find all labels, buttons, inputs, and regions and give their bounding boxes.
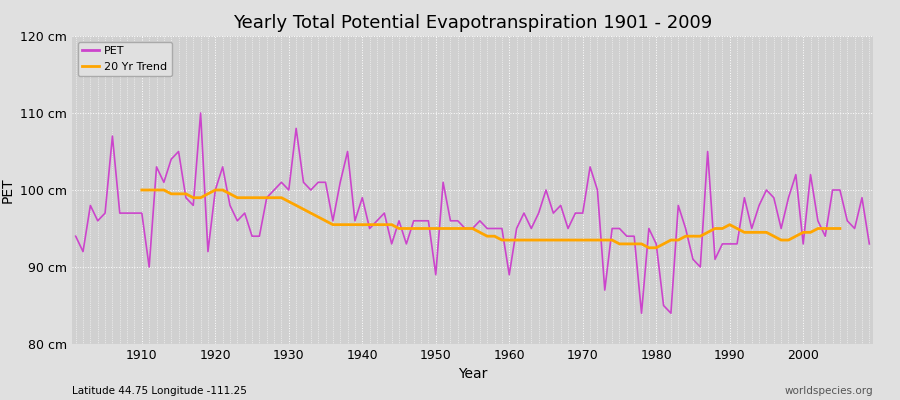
- Text: Latitude 44.75 Longitude -111.25: Latitude 44.75 Longitude -111.25: [72, 386, 247, 396]
- Text: worldspecies.org: worldspecies.org: [785, 386, 873, 396]
- Title: Yearly Total Potential Evapotranspiration 1901 - 2009: Yearly Total Potential Evapotranspiratio…: [233, 14, 712, 32]
- Y-axis label: PET: PET: [1, 177, 14, 203]
- Legend: PET, 20 Yr Trend: PET, 20 Yr Trend: [77, 42, 172, 76]
- X-axis label: Year: Year: [458, 368, 487, 382]
